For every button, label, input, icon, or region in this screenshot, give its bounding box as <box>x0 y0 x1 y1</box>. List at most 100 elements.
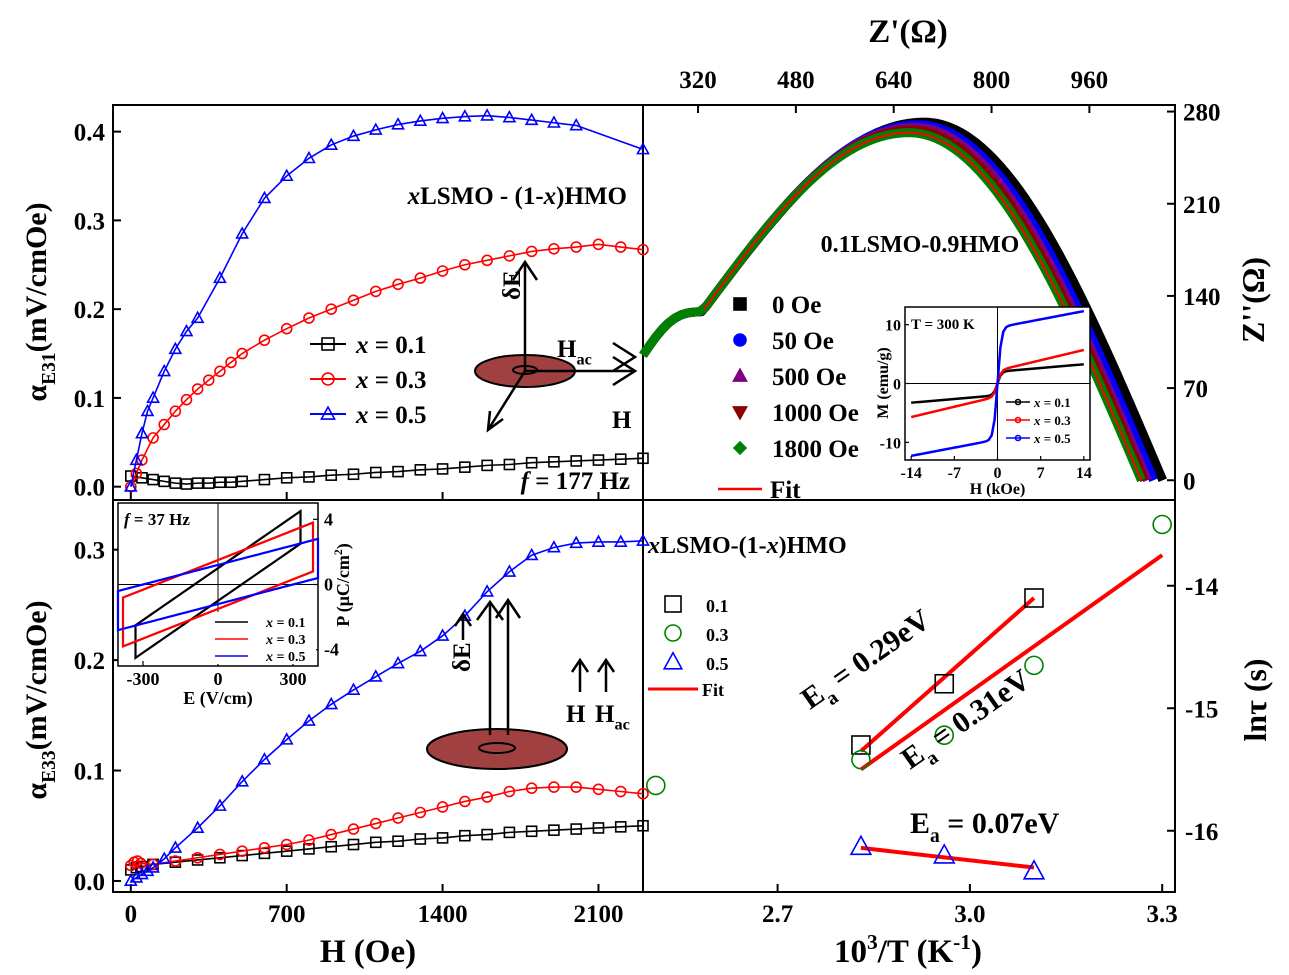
data-point <box>147 473 159 486</box>
legend-marker <box>321 337 335 351</box>
data-point <box>235 774 250 787</box>
data-point <box>548 824 560 836</box>
data-point <box>1022 859 1046 880</box>
fit-line <box>859 553 1164 772</box>
data-point <box>169 405 182 418</box>
data-point <box>135 866 149 880</box>
data-point <box>202 477 215 489</box>
ea-label-2-part: = 0.07eV <box>940 807 1060 840</box>
data-point <box>392 465 404 478</box>
data-point <box>503 826 516 839</box>
pe-legend-label-part: x <box>265 650 273 665</box>
data-point <box>225 476 237 489</box>
top-x-tick-label: 320 <box>679 67 717 94</box>
data-point <box>179 323 194 337</box>
data-point <box>481 828 493 841</box>
pe-y-axis-label-part: P (μC/cm <box>333 555 354 627</box>
series-line <box>130 243 644 487</box>
data-point <box>369 817 382 830</box>
legend-label: 0 Oe <box>772 292 821 319</box>
mh-legend-marker <box>1014 398 1022 406</box>
data-point <box>369 285 382 298</box>
data-point <box>524 112 539 126</box>
x-axis-label-part: ) <box>971 934 982 970</box>
data-point <box>258 334 271 347</box>
frequency-label-part: = 177 Hz <box>529 468 630 495</box>
top-x-tick-label: 960 <box>1071 67 1109 94</box>
mh-legend-label-part: x <box>1033 413 1041 428</box>
data-point <box>570 823 582 835</box>
data-point <box>191 851 204 864</box>
composition-label-part: )HMO <box>779 533 847 559</box>
composition-label-part: LSMO - <box>420 183 514 210</box>
legend-fit-label: Fit <box>702 680 724 700</box>
data-point <box>280 322 293 335</box>
data-point <box>369 836 382 849</box>
mh-legend-label-part: = 0.1 <box>1041 395 1071 410</box>
mh-x-tick-label: 7 <box>1037 465 1045 482</box>
data-point <box>368 669 383 682</box>
data-point <box>191 477 204 489</box>
y-tick-label: 0.0 <box>74 475 105 502</box>
small-arrowhead <box>570 657 590 673</box>
data-point <box>436 801 449 813</box>
data-point <box>157 851 172 864</box>
data-point <box>436 265 449 277</box>
data-point <box>168 840 183 853</box>
legend-label-part: x <box>355 332 369 359</box>
data-point <box>414 272 427 284</box>
delta-e-label: δE <box>499 270 526 300</box>
axis-arrowhead <box>486 410 504 433</box>
right-y-tick-label: 140 <box>1183 284 1221 311</box>
top-x-tick-label: 480 <box>777 67 815 94</box>
data-point <box>346 128 361 142</box>
data-point <box>637 452 649 465</box>
data-point <box>592 783 605 796</box>
mh-legend-label: x = 0.5 <box>1033 431 1071 446</box>
x-tick-label: 1400 <box>418 901 468 928</box>
data-point <box>302 713 316 726</box>
composition-label-part: x <box>647 533 660 559</box>
data-point <box>933 843 956 864</box>
legend-marker <box>664 595 682 613</box>
y-axis-label-part: E33 <box>39 750 60 783</box>
x-tick-label: 2100 <box>573 901 623 928</box>
data-point <box>457 109 472 122</box>
ea-label-2-part: E <box>910 807 930 840</box>
pe-legend-label-part: x <box>265 633 273 648</box>
pe-x-tick-label: 300 <box>280 669 307 689</box>
panel-b: 320 480 640 800 960070140210280Z'(Ω)Z''(Ω)0.… <box>639 14 1271 504</box>
legend-label-part: = 0.5 <box>369 402 427 429</box>
data-point <box>130 467 143 480</box>
y-axis-label-part: E31 <box>39 352 60 385</box>
data-point <box>547 540 561 553</box>
data-point <box>459 461 471 473</box>
x-axis-label-part: 10 <box>834 934 867 970</box>
data-point <box>202 374 215 386</box>
hac-label-part: H <box>595 701 615 728</box>
top-x-axis-label: Z'(Ω) <box>868 14 948 50</box>
y-axis-label: αE31(mV/cmOe) <box>20 202 60 401</box>
legend-label: 1000 Oe <box>772 400 859 427</box>
x-tick-label: 0 <box>125 901 138 928</box>
data-point <box>614 821 627 833</box>
legend-label: 0.5 <box>706 654 729 674</box>
pe-y-tick-label: -4 <box>324 640 339 660</box>
data-point <box>191 383 204 395</box>
data-point <box>257 752 272 765</box>
frequency-label-part: f <box>521 468 532 495</box>
data-point <box>481 791 493 803</box>
panel-d-frame <box>642 499 1176 893</box>
pe-legend-label-part: = 0.3 <box>273 633 305 648</box>
legend-label: 0.3 <box>706 625 729 645</box>
x-tick-label: 2.7 <box>762 901 793 928</box>
data-point <box>146 390 160 403</box>
delta-e-label: δE <box>449 642 476 672</box>
legend-marker <box>733 297 747 311</box>
data-point <box>934 673 955 694</box>
x-tick-label: 3.3 <box>1147 901 1178 928</box>
data-point <box>503 785 516 798</box>
series-line <box>130 114 644 487</box>
data-point <box>637 819 649 832</box>
data-point <box>213 798 227 811</box>
